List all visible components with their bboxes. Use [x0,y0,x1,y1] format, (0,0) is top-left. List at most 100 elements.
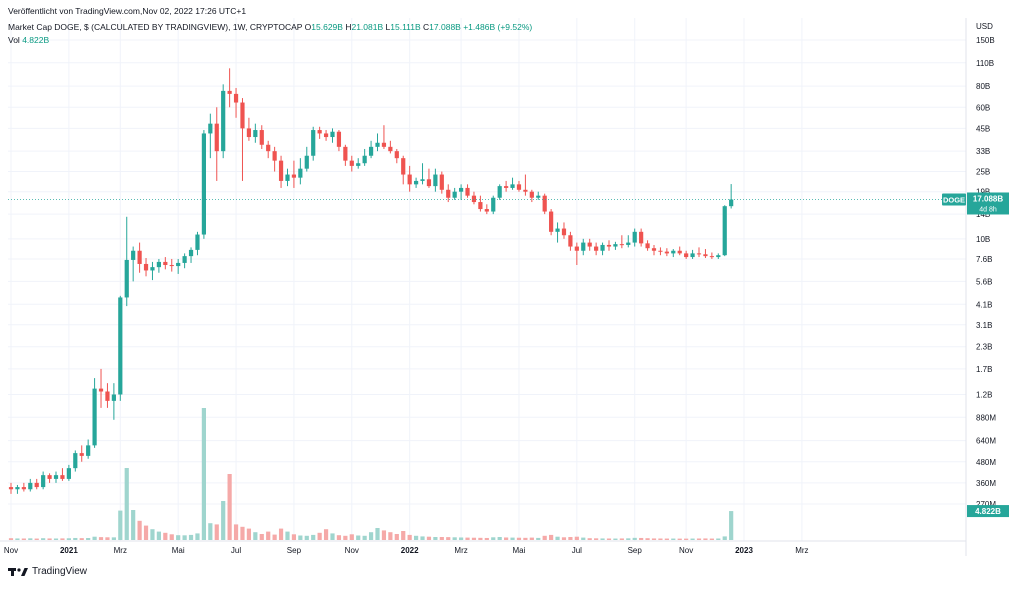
volume-bar [214,524,219,540]
volume-bar [323,529,329,540]
candle [439,171,444,194]
candle [66,464,71,481]
time-axis[interactable]: Nov 2021 Mrz Mai Jul Sep Nov 2022 Mrz Mai Jul Sep No… [0,540,966,555]
candle [343,144,348,166]
volume-bar [439,537,444,540]
volume-bar [343,535,348,540]
candle [221,84,226,159]
candle [150,261,155,281]
volume-bar [426,536,432,540]
volume-bar [632,537,637,540]
volume-bar [118,510,123,540]
volume-bar [285,531,290,540]
x-tick-label: Mai [172,546,185,555]
candle [600,242,605,256]
volume-label: Vol [8,35,20,45]
x-tick-label: Nov [4,546,18,555]
y-tick-label: 33B [976,147,990,156]
volume-bar [388,532,393,540]
ohlc-open-value: 15.629B [311,22,343,32]
x-tick-label: Mrz [114,546,127,555]
volume-bar [201,408,206,540]
y-tick-label: 5.6B [976,277,992,286]
volume-bar [15,538,20,540]
candle [619,235,624,249]
candle [388,140,393,154]
svg-text:17.088B: 17.088B [973,194,1003,203]
x-tick-label: Jul [572,546,582,555]
candle [188,247,194,263]
volume-bar [523,537,528,540]
x-tick-label: Nov [345,546,359,555]
candle [529,189,534,203]
volume-bar [53,538,59,540]
candle [105,383,110,408]
y-tick-label: 110B [976,59,994,68]
volume-bar [137,520,142,540]
volume-bar [47,538,52,540]
volume-bar [176,535,181,540]
volume-bar [716,538,721,540]
candle [381,125,387,149]
candle [227,68,232,108]
candle [426,168,432,188]
volume-bar [182,535,187,540]
volume-bar [600,538,605,540]
candle [722,205,727,257]
candle [291,160,297,188]
volume-bar [150,529,155,540]
candle [516,180,522,192]
volume-bar [233,524,239,540]
volume-bar [143,525,149,540]
volume-bar [66,538,71,540]
volume-bar [619,538,624,540]
volume-bar [221,501,226,540]
x-tick-label: Sep [628,546,643,555]
candle [497,184,502,200]
volume-value: 4.822B [22,35,50,45]
candle [124,216,129,307]
svg-text:4d 8h: 4d 8h [979,206,997,213]
volume-bar [356,535,361,540]
y-tick-label: 60B [976,103,990,112]
candle [47,473,52,483]
candle [240,98,245,181]
volume-bar [684,538,689,540]
candle [729,184,734,209]
candle [28,478,33,492]
volume-bar [504,537,509,540]
candle [311,126,316,161]
candle [285,168,290,187]
volume-bar [574,536,579,540]
volume-bar [677,538,682,540]
volume-bar [497,537,502,540]
price-axis[interactable]: USD 150B 110B 80B 60B 45B 33B 25B 19B 14B 10B 7.6B 5… [942,18,1009,556]
volume-bar [465,537,470,540]
volume-bar [298,535,303,540]
volume-bar [658,538,663,540]
candle [60,468,65,481]
candle [459,184,464,200]
volume-bar [41,538,46,540]
candle [79,445,84,462]
symbol-legend: Market Cap DOGE, $ (CALCULATED BY TRADIN… [8,22,532,32]
volume-bar [311,534,316,540]
volume-bar [163,532,168,540]
published-by-text: Veröffentlicht von TradingView.com,Nov 0… [8,6,247,16]
volume-bar [594,538,599,540]
volume-bar [92,536,97,540]
volume-bar [420,536,425,540]
candle [362,148,367,166]
footer-branding[interactable]: TradingView [8,566,87,577]
candle [98,368,104,408]
candle [317,126,322,139]
ohlc-low-value: 15.111B [390,22,421,32]
candle [272,146,277,172]
ohlc-low-label: L [385,22,391,32]
candle [304,146,309,172]
candle [684,250,689,259]
ohlc-close-label: C [423,22,430,32]
volume-bar [549,534,554,540]
